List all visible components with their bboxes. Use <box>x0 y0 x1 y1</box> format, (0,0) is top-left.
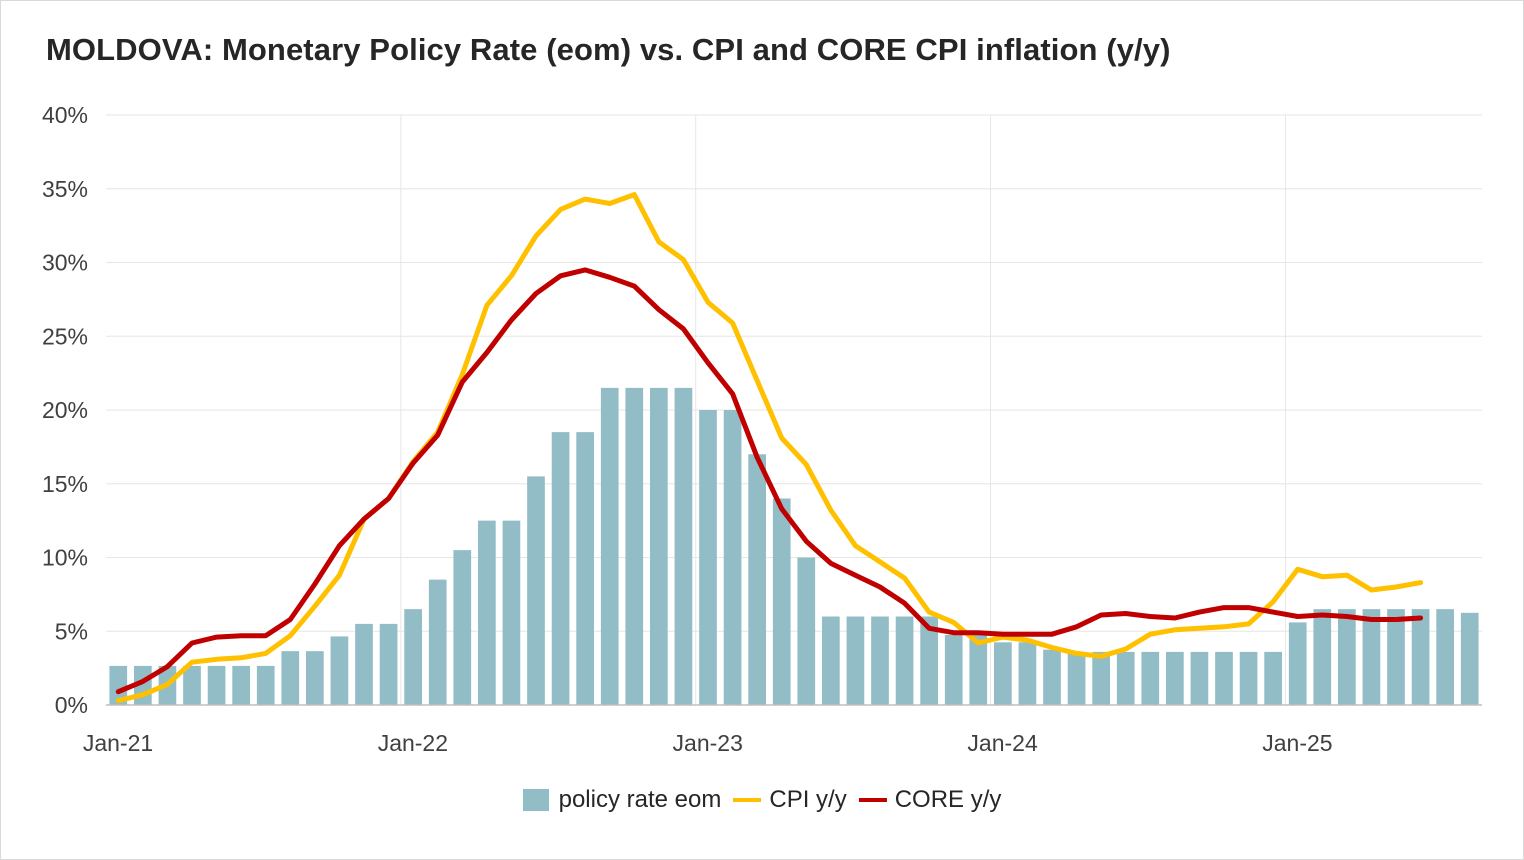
policy-rate-bar <box>772 498 791 705</box>
policy-rate-bar <box>1190 651 1209 705</box>
policy-rate-bar <box>1043 649 1061 705</box>
policy-rate-bar <box>404 609 422 705</box>
policy-rate-bar <box>1067 651 1086 705</box>
policy-rate-bars <box>109 387 1479 705</box>
x-tick-label: Jan-21 <box>83 730 153 756</box>
policy-rate-bar <box>355 623 373 705</box>
policy-rate-bar <box>527 476 545 705</box>
policy-rate-bar <box>1313 609 1332 705</box>
policy-rate-bar <box>650 387 668 705</box>
policy-rate-bar <box>699 410 717 705</box>
policy-rate-bar <box>1092 651 1110 705</box>
policy-rate-bar <box>797 557 816 705</box>
policy-rate-bar <box>207 665 226 705</box>
cpi-line <box>115 192 1424 704</box>
legend-label-policy-rate: policy rate eom <box>558 786 722 813</box>
x-tick-label: Jan-24 <box>967 730 1038 756</box>
legend-item-cpi: CPI y/y <box>733 786 847 814</box>
x-tick-label: Jan-23 <box>673 730 743 756</box>
policy-rate-bar <box>1166 651 1184 705</box>
axes: 0% 5% 10% 15% 20% 25% 30% 35% 40% Jan-21 Jan-22 Jan… <box>42 102 1482 756</box>
y-tick-label: 10% <box>42 545 88 571</box>
policy-rate-bar <box>183 665 201 705</box>
policy-rate-bar <box>1338 609 1356 705</box>
policy-rate-bar <box>1215 651 1233 705</box>
legend: policy rate eom CPI y/y CORE y/y <box>0 786 1524 814</box>
legend-swatch-cpi <box>733 798 762 802</box>
legend-swatch-bar <box>522 789 549 811</box>
policy-rate-bar <box>1116 651 1135 705</box>
legend-swatch-core <box>858 798 887 802</box>
policy-rate-bar <box>109 665 128 705</box>
policy-rate-bar <box>281 651 300 705</box>
policy-rate-bar <box>576 432 594 705</box>
y-tick-label: 35% <box>42 176 88 202</box>
policy-rate-bar <box>551 432 570 705</box>
policy-rate-bar <box>748 454 766 705</box>
policy-rate-bar <box>920 616 938 705</box>
legend-label-cpi: CPI y/y <box>769 786 847 813</box>
policy-rate-bar <box>1387 609 1405 705</box>
policy-rate-bar <box>330 636 349 705</box>
y-tick-label: 30% <box>42 250 88 276</box>
policy-rate-bar <box>674 387 693 705</box>
policy-rate-bar <box>379 623 398 705</box>
policy-rate-bar <box>1362 609 1381 705</box>
y-tick-label: 25% <box>42 323 88 349</box>
policy-rate-bar <box>1288 622 1307 705</box>
policy-rate-bar <box>306 651 324 705</box>
y-tick-label: 15% <box>42 471 88 497</box>
legend-item-policy-rate: policy rate eom <box>522 786 722 814</box>
legend-item-core: CORE y/y <box>858 786 1002 814</box>
policy-rate-bar <box>600 387 619 705</box>
policy-rate-bar <box>994 642 1012 705</box>
legend-label-core: CORE y/y <box>894 786 1002 813</box>
policy-rate-bar <box>871 616 889 705</box>
x-tick-label: Jan-22 <box>378 730 448 756</box>
policy-rate-bar <box>846 616 865 705</box>
y-tick-label: 5% <box>55 618 88 644</box>
chart-title: MOLDOVA: Monetary Policy Rate (eom) vs. … <box>46 32 1171 67</box>
x-tick-label: Jan-25 <box>1262 730 1332 756</box>
y-tick-label: 0% <box>55 692 88 718</box>
policy-rate-bar <box>1411 609 1430 705</box>
inflation-lines <box>115 192 1424 704</box>
policy-rate-bar <box>944 634 963 705</box>
policy-rate-bar <box>256 665 275 705</box>
y-tick-label: 20% <box>42 397 88 423</box>
gridlines <box>106 114 1482 705</box>
policy-rate-bar <box>969 634 988 705</box>
policy-rate-bar <box>1018 642 1037 705</box>
policy-rate-bar <box>428 579 447 705</box>
policy-rate-bar <box>1141 651 1160 705</box>
core-line <box>115 267 1424 695</box>
policy-rate-bar <box>232 665 250 705</box>
policy-rate-bar <box>822 616 840 705</box>
policy-rate-bar <box>1436 609 1454 705</box>
policy-rate-bar <box>478 520 496 705</box>
policy-rate-bar <box>1239 651 1258 705</box>
policy-rate-bar <box>723 410 742 705</box>
policy-rate-bar <box>1460 612 1479 705</box>
policy-rate-bar <box>453 550 472 705</box>
policy-rate-bar <box>895 616 914 705</box>
y-tick-label: 40% <box>42 102 88 128</box>
policy-rate-bar <box>625 387 644 705</box>
policy-rate-bar <box>502 520 521 705</box>
policy-rate-bar <box>1264 651 1282 705</box>
